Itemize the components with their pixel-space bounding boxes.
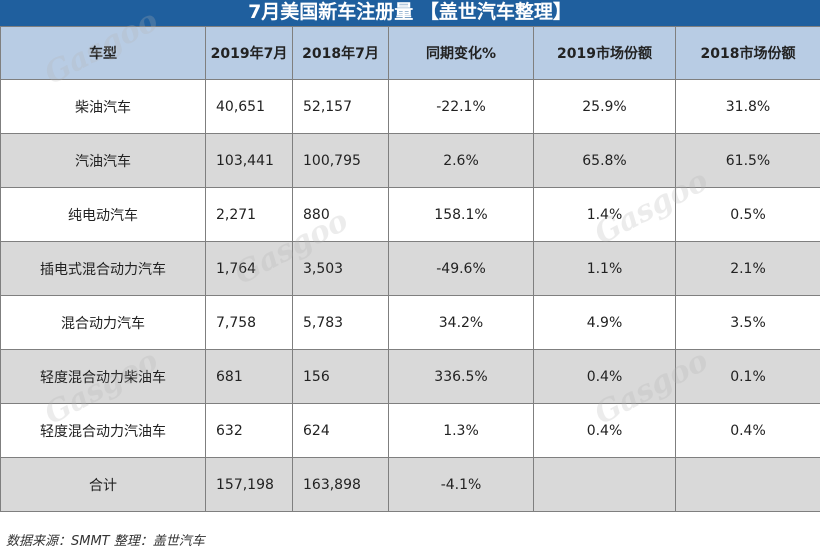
cell-2019-july: 681 [206, 350, 293, 404]
cell-2018-share: 0.5% [676, 188, 820, 242]
cell-2018-share: 0.1% [676, 350, 820, 404]
cell-2019-july: 632 [206, 404, 293, 458]
cell-yoy-change: 2.6% [389, 134, 534, 188]
cell-2019-share [534, 458, 676, 512]
table-row: 纯电动汽车 2,271 880 158.1% 1.4% 0.5% [1, 188, 820, 242]
cell-2018-july: 156 [293, 350, 389, 404]
cell-2019-share: 4.9% [534, 296, 676, 350]
cell-vehicle-type: 轻度混合动力汽油车 [1, 404, 206, 458]
table-row: 柴油汽车 40,651 52,157 -22.1% 25.9% 31.8% [1, 80, 820, 134]
cell-yoy-change: 34.2% [389, 296, 534, 350]
cell-2018-share: 61.5% [676, 134, 820, 188]
cell-2019-share: 1.4% [534, 188, 676, 242]
table-title: 7月美国新车注册量 【盖世汽车整理】 [248, 1, 572, 23]
cell-vehicle-type: 混合动力汽车 [1, 296, 206, 350]
cell-2019-share: 25.9% [534, 80, 676, 134]
cell-yoy-change: 158.1% [389, 188, 534, 242]
cell-2018-july: 5,783 [293, 296, 389, 350]
cell-2018-july: 3,503 [293, 242, 389, 296]
cell-vehicle-type: 合计 [1, 458, 206, 512]
cell-2018-share: 3.5% [676, 296, 820, 350]
cell-2019-july: 1,764 [206, 242, 293, 296]
cell-2018-july: 100,795 [293, 134, 389, 188]
header-2019-share: 2019市场份额 [534, 27, 676, 80]
header-vehicle-type: 车型 [1, 27, 206, 80]
cell-vehicle-type: 汽油汽车 [1, 134, 206, 188]
table-row: 汽油汽车 103,441 100,795 2.6% 65.8% 61.5% [1, 134, 820, 188]
table-row: 插电式混合动力汽车 1,764 3,503 -49.6% 1.1% 2.1% [1, 242, 820, 296]
table-title-bar: 7月美国新车注册量 【盖世汽车整理】 [0, 0, 820, 26]
header-2019-july: 2019年7月 [206, 27, 293, 80]
table-row: 轻度混合动力柴油车 681 156 336.5% 0.4% 0.1% [1, 350, 820, 404]
cell-2019-july: 40,651 [206, 80, 293, 134]
cell-2019-share: 1.1% [534, 242, 676, 296]
cell-2019-share: 65.8% [534, 134, 676, 188]
cell-2019-july: 7,758 [206, 296, 293, 350]
cell-yoy-change: 336.5% [389, 350, 534, 404]
cell-yoy-change: 1.3% [389, 404, 534, 458]
cell-yoy-change: -22.1% [389, 80, 534, 134]
cell-yoy-change: -4.1% [389, 458, 534, 512]
header-2018-share: 2018市场份额 [676, 27, 820, 80]
cell-2019-share: 0.4% [534, 404, 676, 458]
data-source-note: 数据来源：SMMT 整理：盖世汽车 [6, 530, 205, 549]
cell-2018-july: 880 [293, 188, 389, 242]
cell-2019-july: 103,441 [206, 134, 293, 188]
header-2018-july: 2018年7月 [293, 27, 389, 80]
table-row: 混合动力汽车 7,758 5,783 34.2% 4.9% 3.5% [1, 296, 820, 350]
cell-vehicle-type: 插电式混合动力汽车 [1, 242, 206, 296]
cell-2018-share [676, 458, 820, 512]
cell-2018-july: 52,157 [293, 80, 389, 134]
table-row: 轻度混合动力汽油车 632 624 1.3% 0.4% 0.4% [1, 404, 820, 458]
cell-2018-share: 31.8% [676, 80, 820, 134]
cell-2019-july: 2,271 [206, 188, 293, 242]
cell-2018-share: 0.4% [676, 404, 820, 458]
cell-2019-share: 0.4% [534, 350, 676, 404]
cell-vehicle-type: 轻度混合动力柴油车 [1, 350, 206, 404]
table-row-total: 合计 157,198 163,898 -4.1% [1, 458, 820, 512]
cell-2018-share: 2.1% [676, 242, 820, 296]
header-row: 车型 2019年7月 2018年7月 同期变化% 2019市场份额 2018市场… [1, 27, 820, 80]
sales-table: 车型 2019年7月 2018年7月 同期变化% 2019市场份额 2018市场… [0, 26, 820, 512]
cell-vehicle-type: 柴油汽车 [1, 80, 206, 134]
cell-yoy-change: -49.6% [389, 242, 534, 296]
cell-2019-july: 157,198 [206, 458, 293, 512]
cell-2018-july: 163,898 [293, 458, 389, 512]
cell-vehicle-type: 纯电动汽车 [1, 188, 206, 242]
header-yoy-change: 同期变化% [389, 27, 534, 80]
cell-2018-july: 624 [293, 404, 389, 458]
